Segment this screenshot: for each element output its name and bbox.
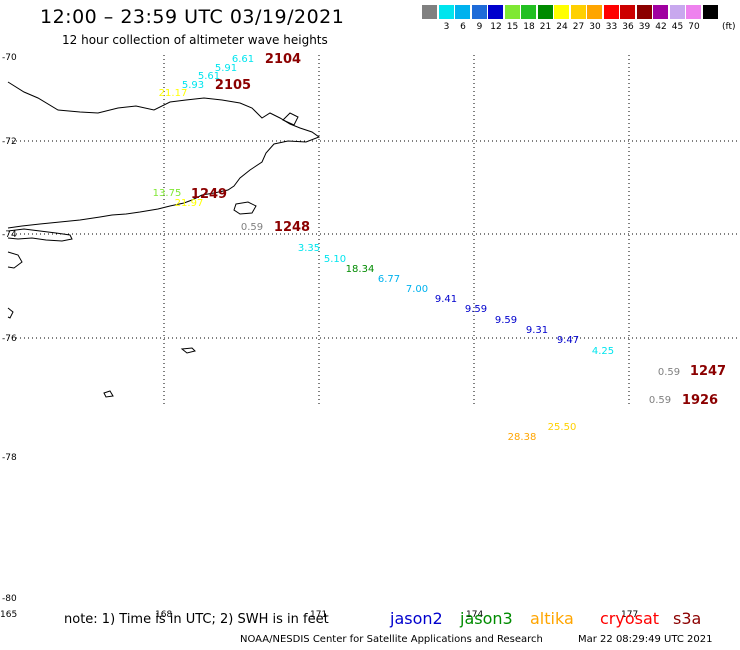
colorbar-swatch xyxy=(570,5,587,19)
swh-reading: 28.38 xyxy=(508,432,537,443)
swh-reading: 18.34 xyxy=(346,264,375,275)
graticule xyxy=(8,55,740,405)
colorbar-swatch xyxy=(471,5,488,19)
pass-time: 1248 xyxy=(274,220,310,235)
swh-reading: 0.59 xyxy=(658,367,680,378)
colorbar-label: 21 xyxy=(539,22,552,32)
colorbar-swatch xyxy=(504,5,521,19)
colorbar-label: 12 xyxy=(490,22,502,32)
colorbar-swatch xyxy=(620,5,636,19)
swh-reading: 5.93 xyxy=(182,80,204,91)
pass-time: 2105 xyxy=(215,78,251,93)
lon-label: 171 xyxy=(310,610,327,620)
swh-reading: 3.35 xyxy=(298,243,320,254)
swh-reading: 13.75 xyxy=(153,188,182,199)
colorbar-swatch xyxy=(521,5,537,19)
lat-label: -70 xyxy=(2,53,17,63)
lon-label: 165 xyxy=(0,610,17,620)
lat-label: -74 xyxy=(2,230,17,240)
colorbar-label: 39 xyxy=(638,22,651,32)
lon-label: 168 xyxy=(155,610,172,620)
satellite-legend-item: altika xyxy=(530,609,574,628)
lat-label: -72 xyxy=(2,137,17,147)
swh-readings: 6.61 5.91 5.61 5.93 21.17 13.75 21.97 0.… xyxy=(153,54,680,443)
colorbar-label: 30 xyxy=(589,22,601,32)
swh-reading: 5.61 xyxy=(198,71,220,82)
colorbar-swatch xyxy=(488,5,504,19)
colorbar-unit: (ft) xyxy=(722,22,736,32)
swh-reading: 9.59 xyxy=(465,304,487,315)
swh-reading: 5.91 xyxy=(215,63,237,74)
lon-label: 177 xyxy=(621,610,638,620)
colorbar-swatch xyxy=(653,5,669,19)
swh-reading: 21.17 xyxy=(159,88,188,99)
coastline xyxy=(7,81,321,398)
colorbar-label: 45 xyxy=(671,22,684,32)
colorbar-swatch xyxy=(587,5,603,19)
swh-reading: 7.00 xyxy=(406,284,428,295)
lat-label: -76 xyxy=(2,334,17,344)
lon-label: 174 xyxy=(466,610,483,620)
satellite-legend-item: s3a xyxy=(673,609,702,628)
colorbar-label: 9 xyxy=(476,22,483,32)
swh-reading: 0.59 xyxy=(241,222,263,233)
colorbar-label: 24 xyxy=(556,22,568,32)
swh-reading: 6.77 xyxy=(378,274,400,285)
swh-reading: 4.25 xyxy=(592,346,614,357)
pass-time: 1247 xyxy=(690,364,726,379)
colorbar-label: 33 xyxy=(605,22,618,32)
pass-time: 2104 xyxy=(265,52,301,67)
swh-reading: 5.10 xyxy=(324,254,346,265)
latitude-labels: -70 -72 -74 -76 -78 -80 xyxy=(2,53,17,604)
colorbar-label: 15 xyxy=(506,22,519,32)
pass-time-labels: 2104 2105 1249 1248 1247 1926 xyxy=(191,52,726,408)
pass-time: 1249 xyxy=(191,187,227,202)
lat-label: -80 xyxy=(2,594,17,604)
generated-timestamp: Mar 22 08:29:49 UTC 2021 xyxy=(578,634,713,645)
colorbar-swatch xyxy=(455,5,471,19)
colorbar-swatch xyxy=(702,5,719,19)
swh-reading: 9.47 xyxy=(557,335,579,346)
swh-reading: 9.41 xyxy=(435,294,457,305)
swh-reading: 9.59 xyxy=(495,315,517,326)
colorbar-swatch xyxy=(554,5,570,19)
swh-reading: 9.31 xyxy=(526,325,548,336)
colorbar-swatch xyxy=(636,5,653,19)
colorbar-label: 36 xyxy=(622,22,634,32)
colorbar-swatch xyxy=(669,5,686,19)
lat-label: -78 xyxy=(2,453,17,463)
swh-reading: 21.97 xyxy=(175,198,204,209)
colorbar-label: 70 xyxy=(688,22,700,32)
map-title: 12:00 – 23:59 UTC 03/19/2021 xyxy=(40,6,345,28)
swh-reading: 0.59 xyxy=(649,395,671,406)
colorbar-label: 27 xyxy=(572,22,585,32)
colorbar-label: 3 xyxy=(443,22,450,32)
satellite-legend-item: jason2 xyxy=(390,609,443,628)
colorbar-swatch xyxy=(603,5,620,19)
swh-reading: 6.61 xyxy=(232,54,254,65)
pass-time: 1926 xyxy=(682,393,718,408)
colorbar-swatch xyxy=(438,5,455,19)
colorbar-label: 18 xyxy=(523,22,535,32)
map-subtitle: 12 hour collection of altimeter wave hei… xyxy=(62,33,328,47)
satellite-legend-item: jason3 xyxy=(460,609,513,628)
longitude-labels: 165 168 171 174 177 xyxy=(0,610,638,620)
footer-note: note: 1) Time is in UTC; 2) SWH is in fe… xyxy=(64,612,329,627)
credit-line: NOAA/NESDIS Center for Satellite Applica… xyxy=(240,634,543,645)
colorbar-label: 42 xyxy=(655,22,667,32)
colorbar-swatch xyxy=(537,5,554,19)
swh-reading: 25.50 xyxy=(548,422,577,433)
colorbar-swatch xyxy=(686,5,702,19)
satellite-legend-item: cryosat xyxy=(600,609,660,628)
colorbar-label: 6 xyxy=(460,22,466,32)
colorbar-swatch xyxy=(422,5,438,19)
